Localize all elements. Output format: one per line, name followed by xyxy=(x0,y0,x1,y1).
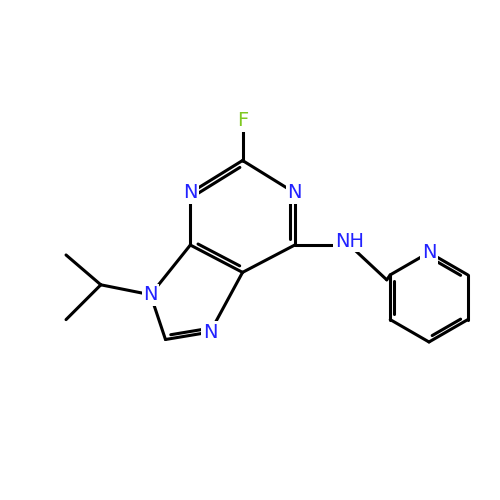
Text: N: N xyxy=(203,322,218,342)
Text: F: F xyxy=(237,111,248,130)
Text: NH: NH xyxy=(335,232,364,250)
Text: N: N xyxy=(288,184,302,203)
Text: N: N xyxy=(183,184,198,203)
Text: N: N xyxy=(422,243,436,262)
Text: N: N xyxy=(144,285,158,304)
